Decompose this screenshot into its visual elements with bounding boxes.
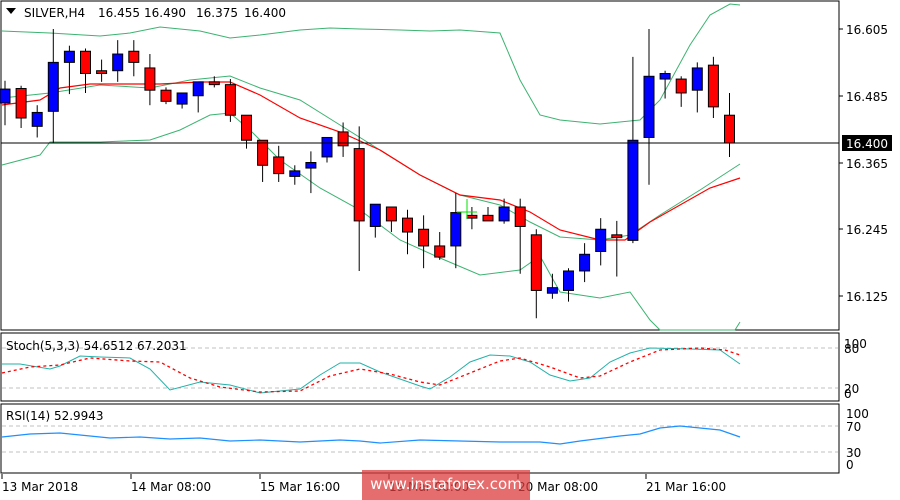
price-axis: 16.605 16.485 16.365 16.245 16.125 16.40… bbox=[839, 23, 892, 304]
bull-candle bbox=[0, 88, 11, 104]
bear-candle bbox=[257, 139, 269, 166]
bear-candle bbox=[675, 78, 687, 94]
crosshair-marker bbox=[457, 199, 477, 219]
svg-text:16.365: 16.365 bbox=[846, 157, 888, 171]
bear-candle bbox=[514, 206, 526, 227]
bear-candle bbox=[385, 206, 397, 222]
bull-candle bbox=[595, 228, 607, 252]
bear-candle bbox=[402, 217, 413, 233]
bear-candle bbox=[707, 64, 719, 108]
bull-candle bbox=[627, 139, 639, 241]
stoch-axis: 100 80 20 0 bbox=[844, 337, 867, 401]
svg-text:70: 70 bbox=[846, 420, 861, 434]
svg-text:16.485: 16.485 bbox=[846, 90, 888, 104]
svg-text:16.605: 16.605 bbox=[846, 23, 888, 37]
ohlc-low: 16.375 bbox=[196, 6, 238, 20]
bear-candle bbox=[15, 88, 27, 119]
bear-candle bbox=[144, 67, 156, 91]
current-price-badge bbox=[842, 135, 892, 151]
bull-candle bbox=[289, 170, 301, 177]
bear-candle bbox=[337, 131, 349, 147]
bull-candle bbox=[321, 136, 333, 158]
bollinger-band-line bbox=[1, 3, 741, 125]
bull-candle bbox=[659, 73, 671, 80]
bear-candle bbox=[96, 70, 108, 74]
watermark: www.instaforex.com bbox=[362, 470, 530, 500]
svg-text:21 Mar 16:00: 21 Mar 16:00 bbox=[646, 480, 726, 494]
bull-candle bbox=[563, 270, 574, 291]
svg-text:0: 0 bbox=[846, 458, 854, 472]
bear-candle bbox=[160, 89, 172, 102]
svg-text:16.245: 16.245 bbox=[846, 223, 888, 237]
svg-text:0: 0 bbox=[844, 387, 852, 401]
bull-candle bbox=[369, 203, 381, 227]
stoch-pane-frame bbox=[0, 332, 840, 402]
svg-text:100: 100 bbox=[844, 337, 867, 351]
rsi-pane-frame bbox=[0, 403, 840, 474]
svg-text:20 Mar 08:00: 20 Mar 08:00 bbox=[518, 480, 598, 494]
stoch-signal-line bbox=[1, 347, 741, 393]
bear-candle bbox=[128, 50, 140, 63]
svg-text:100: 100 bbox=[846, 407, 869, 421]
svg-text:80: 80 bbox=[844, 342, 859, 356]
rsi-axis: 100 70 30 0 bbox=[846, 407, 869, 472]
bull-candle bbox=[691, 67, 703, 91]
bear-candle bbox=[466, 214, 478, 219]
bear-candle bbox=[611, 234, 623, 239]
ohlc-close: 16.400 bbox=[244, 6, 286, 20]
svg-text:20: 20 bbox=[844, 382, 859, 396]
bear-candle bbox=[434, 245, 446, 258]
bear-candle bbox=[724, 114, 735, 144]
rsi-line bbox=[1, 425, 741, 445]
bull-candle bbox=[63, 50, 75, 63]
bull-candle bbox=[47, 61, 59, 112]
svg-text:14 Mar 08:00: 14 Mar 08:00 bbox=[131, 480, 211, 494]
bear-candle bbox=[208, 81, 220, 86]
bear-candle bbox=[241, 114, 252, 141]
bull-candle bbox=[192, 81, 204, 97]
stoch-label: Stoch(5,3,3) 54.6512 67.2031 bbox=[6, 339, 187, 353]
stoch-main-line bbox=[2, 347, 741, 394]
bear-candle bbox=[418, 228, 430, 247]
bear-candle bbox=[353, 148, 365, 222]
rsi-label: RSI(14) 52.9943 bbox=[6, 409, 104, 423]
bear-candle bbox=[80, 50, 91, 74]
candlesticks bbox=[0, 29, 735, 319]
bull-candle bbox=[31, 111, 43, 127]
current-price-label: 16.400 bbox=[846, 137, 888, 151]
bear-candle bbox=[482, 214, 494, 222]
bull-candle bbox=[546, 287, 558, 294]
svg-text:15 Mar 16:00: 15 Mar 16:00 bbox=[260, 480, 340, 494]
symbol-label: SILVER,H4 bbox=[24, 6, 85, 20]
bear-candle bbox=[530, 234, 542, 291]
bull-candle bbox=[176, 92, 188, 105]
bull-candle bbox=[305, 162, 317, 169]
bull-candle bbox=[450, 212, 462, 247]
bull-candle bbox=[498, 206, 510, 222]
svg-text:13 Mar 2018: 13 Mar 2018 bbox=[2, 480, 78, 494]
bear-candle bbox=[273, 156, 285, 175]
bull-candle bbox=[112, 53, 124, 72]
bull-candle bbox=[643, 75, 655, 138]
main-pane-frame bbox=[0, 0, 840, 331]
bear-candle bbox=[224, 84, 236, 116]
triangle-down-icon[interactable] bbox=[6, 8, 16, 14]
ohlc-open: 16.455 bbox=[98, 6, 140, 20]
svg-text:30: 30 bbox=[846, 446, 861, 460]
bull-candle bbox=[579, 253, 591, 272]
ohlc-high: 16.490 bbox=[144, 6, 186, 20]
svg-text:16.125: 16.125 bbox=[846, 290, 888, 304]
